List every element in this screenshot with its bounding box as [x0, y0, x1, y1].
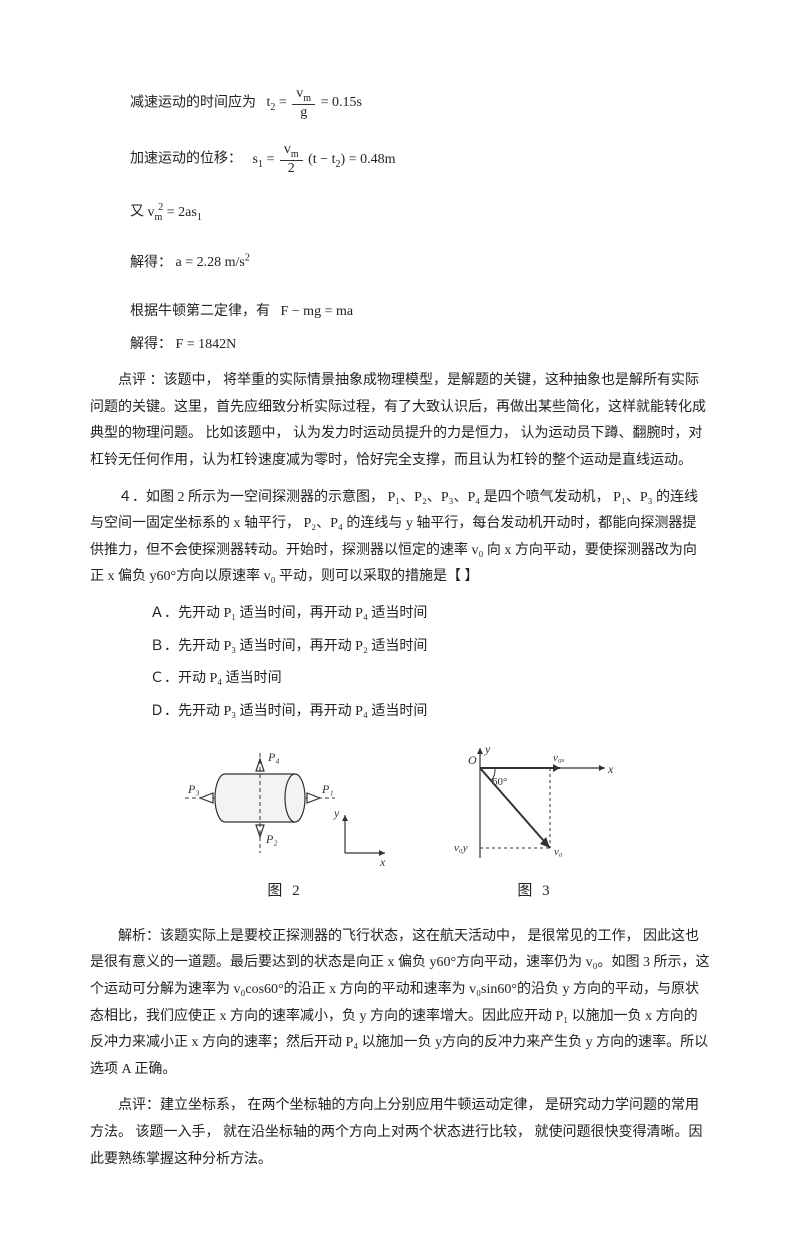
eq-solve-a: 解得： a = 2.28 m/s2 [130, 249, 710, 277]
svg-text:v₀y: v₀y [454, 842, 468, 854]
svg-text:P₃: P₃ [187, 782, 200, 796]
eq-accel-displacement: 加速运动的位移： s1 = vm2 (t − t2) = 0.48m [130, 142, 710, 176]
svg-text:P₁: P₁ [321, 782, 334, 796]
figure-row: P₄ P₂ P₃ P₁ x y 图 2 [90, 743, 710, 906]
comment-1: 点评 ：该题中， 将举重的实际情景抽象成物理模型，是解题的关键，这种抽象也是解所… [90, 368, 710, 474]
svg-text:60°: 60° [492, 776, 507, 788]
svg-text:x: x [379, 855, 386, 869]
eq-solve-f: 解得： F = 1842N [130, 332, 710, 359]
analysis-paragraph: 解析：该题实际上是要校正探测器的飞行状态，这在航天活动中， 是很常见的工作， 因… [90, 924, 710, 1084]
eq-vm-squared: 又 vm2 = 2as1 [130, 198, 710, 226]
svg-text:v₀: v₀ [554, 846, 563, 858]
eq2-label: 加速运动的位移： [130, 152, 242, 167]
svg-text:P₂: P₂ [265, 832, 278, 846]
svg-text:x: x [607, 762, 614, 776]
question-4-intro: ４．如图 2 所示为一空间探测器的示意图， P₁、P₂、P₃、P₄ 是四个喷气发… [90, 485, 710, 591]
figure-2: P₄ P₂ P₃ P₁ x y 图 2 [180, 743, 390, 906]
option-b: Ｂ．先开动 P₃ 适当时间，再开动 P₂ 适当时间 [150, 634, 710, 661]
svg-text:O: O [468, 753, 477, 767]
svg-text:y: y [333, 806, 340, 820]
eq1-label: 减速运动的时间应为 [130, 95, 256, 110]
option-d: Ｄ．先开动 P₃ 适当时间，再开动 P₄ 适当时间 [150, 699, 710, 726]
figure-3-label: 图 3 [450, 877, 620, 906]
option-a: Ａ．先开动 P₁ 适当时间，再开动 P₄ 适当时间 [150, 601, 710, 628]
option-c: Ｃ．开动 P₄ 适当时间 [150, 666, 710, 693]
svg-text:v₀ₓ: v₀ₓ [553, 752, 565, 764]
comment-2: 点评：建立坐标系， 在两个坐标轴的方向上分别应用牛顿运动定律， 是研究动力学问题… [90, 1093, 710, 1173]
figure-3: O x y v₀ₓ v₀ 60° v₀y 图 3 [450, 743, 620, 906]
eq-deceleration-time: 减速运动的时间应为 t2 = vmg = 0.15s [130, 86, 710, 120]
eq-newton-second-law: 根据牛顿第二定律，有 F − mg = ma [130, 299, 710, 326]
svg-text:y: y [484, 743, 491, 756]
figure-2-label: 图 2 [180, 877, 390, 906]
svg-text:P₄: P₄ [267, 750, 280, 764]
